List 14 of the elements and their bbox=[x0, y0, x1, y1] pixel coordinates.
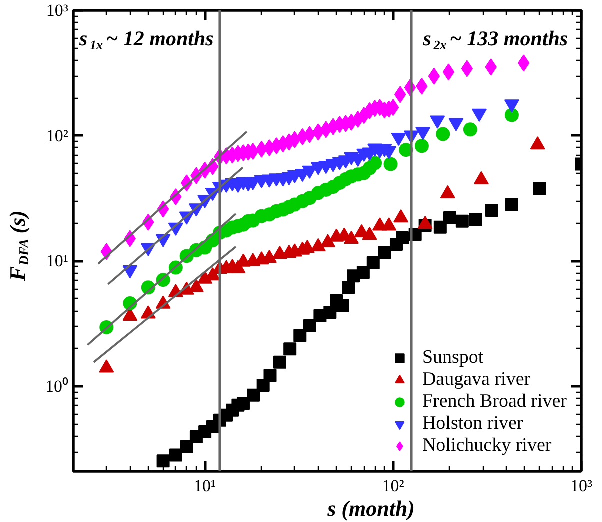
legend-label: French Broad river bbox=[422, 391, 567, 413]
x-tick-label: 10² bbox=[382, 476, 404, 496]
y-tick-label: 10¹ bbox=[46, 252, 69, 271]
y-axis-title: FDFA (s) bbox=[5, 210, 32, 282]
y-tick-label: 10² bbox=[46, 126, 69, 146]
x-axis-title: s (month) bbox=[326, 496, 416, 521]
y-tick-label: 10⁰ bbox=[46, 377, 68, 396]
legend-label: Nolichucky river bbox=[422, 435, 552, 457]
legend-label: Daugava river bbox=[422, 369, 531, 391]
y-tick-label: 10³ bbox=[46, 1, 69, 20]
x-tick-label: 10³ bbox=[570, 476, 593, 496]
x-tick-label: 10¹ bbox=[194, 476, 216, 496]
legend-label: Holston river bbox=[422, 413, 524, 435]
legend-label: Sunspot bbox=[422, 347, 484, 369]
